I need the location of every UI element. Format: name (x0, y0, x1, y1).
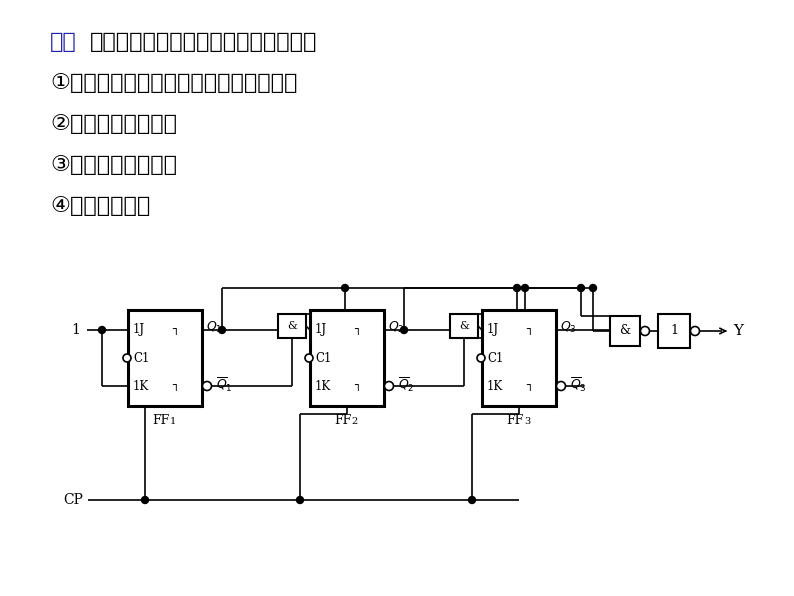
Text: $\overline{Q}_2$: $\overline{Q}_2$ (398, 376, 414, 394)
Text: $\overline{Q}_1$: $\overline{Q}_1$ (216, 376, 233, 394)
Text: 1K: 1K (487, 380, 503, 393)
Circle shape (589, 284, 596, 291)
Text: ┐: ┐ (526, 381, 533, 391)
Text: 1K: 1K (133, 380, 149, 393)
Text: 1: 1 (71, 323, 80, 337)
Text: 2: 2 (352, 418, 358, 427)
Text: 1J: 1J (133, 324, 145, 337)
Text: 1: 1 (670, 324, 678, 337)
Text: 1: 1 (170, 418, 176, 427)
Circle shape (641, 327, 649, 336)
Text: CP: CP (64, 493, 83, 507)
Text: ④画出时序图。: ④画出时序图。 (50, 196, 150, 216)
Text: ┐: ┐ (172, 381, 179, 391)
Bar (310, 310, 384, 406)
Text: 试分析图示时序逻辑电路的逻辑功能：: 试分析图示时序逻辑电路的逻辑功能： (90, 32, 318, 52)
Text: ③画出状态转换图；: ③画出状态转换图； (50, 155, 177, 175)
Circle shape (400, 327, 407, 334)
Text: C1: C1 (133, 352, 149, 365)
Text: ①写出驱动方程、状态方程和输出方程；: ①写出驱动方程、状态方程和输出方程； (50, 73, 298, 93)
Circle shape (98, 327, 106, 334)
Text: &: & (619, 324, 630, 337)
Bar (610, 316, 640, 346)
Text: $Q_3$: $Q_3$ (560, 319, 576, 334)
Circle shape (557, 381, 565, 390)
Text: ┐: ┐ (354, 325, 360, 335)
Circle shape (577, 284, 584, 291)
Text: &: & (459, 321, 469, 331)
Circle shape (522, 284, 529, 291)
Text: $\overline{Q}_3$: $\overline{Q}_3$ (570, 376, 587, 394)
Text: Y: Y (733, 324, 743, 338)
Text: $Q_1$: $Q_1$ (206, 319, 222, 334)
Circle shape (477, 354, 485, 362)
Circle shape (514, 284, 521, 291)
Circle shape (341, 284, 349, 291)
Text: ┐: ┐ (354, 381, 360, 391)
Circle shape (305, 354, 313, 362)
Bar (658, 314, 690, 348)
Bar (128, 310, 202, 406)
Circle shape (123, 354, 131, 362)
Bar (278, 314, 306, 338)
Circle shape (296, 496, 303, 504)
Circle shape (202, 381, 211, 390)
Text: &: & (287, 321, 297, 331)
Bar (450, 314, 478, 338)
Text: ┐: ┐ (526, 325, 533, 335)
Text: C1: C1 (487, 352, 503, 365)
Text: 1K: 1K (315, 380, 331, 393)
Text: C1: C1 (315, 352, 331, 365)
Text: FF: FF (152, 414, 170, 427)
Circle shape (384, 381, 394, 390)
Text: FF: FF (334, 414, 352, 427)
Text: ┐: ┐ (172, 325, 179, 335)
Text: FF: FF (507, 414, 523, 427)
Text: 3: 3 (524, 418, 530, 427)
Circle shape (141, 496, 148, 504)
Circle shape (218, 327, 225, 334)
Bar (482, 310, 556, 406)
Text: 1J: 1J (487, 324, 499, 337)
Circle shape (691, 327, 700, 336)
Circle shape (468, 496, 476, 504)
Text: ②列出状态转换表；: ②列出状态转换表； (50, 114, 177, 134)
Text: 1J: 1J (315, 324, 327, 337)
Text: 例：: 例： (50, 32, 77, 52)
Text: $Q_2$: $Q_2$ (388, 319, 404, 334)
